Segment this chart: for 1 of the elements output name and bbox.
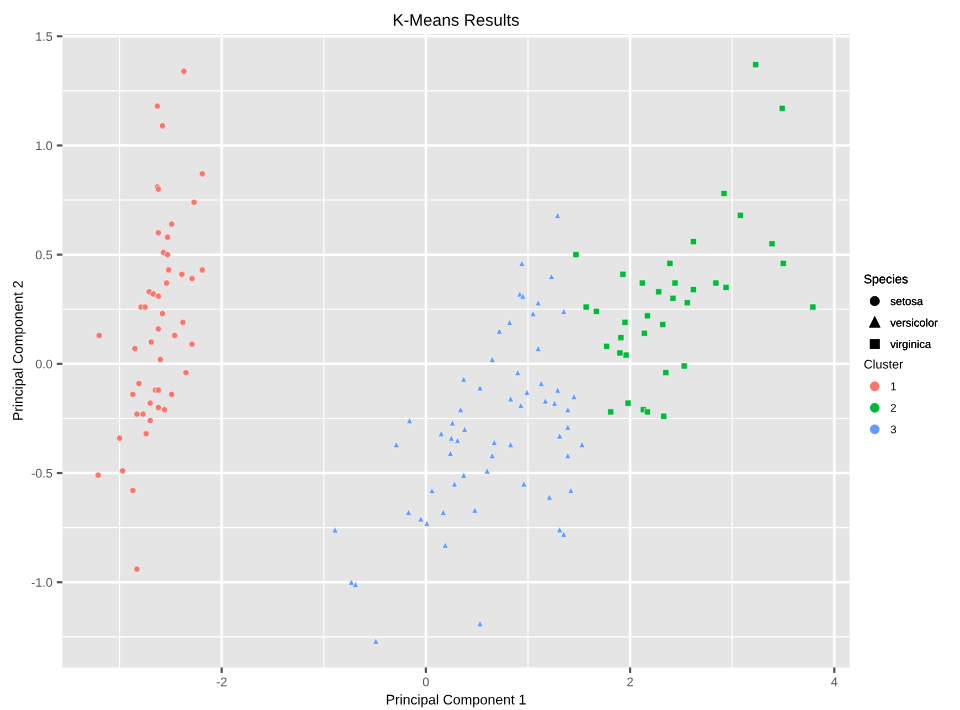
chart-title: K-Means Results: [393, 13, 519, 26]
